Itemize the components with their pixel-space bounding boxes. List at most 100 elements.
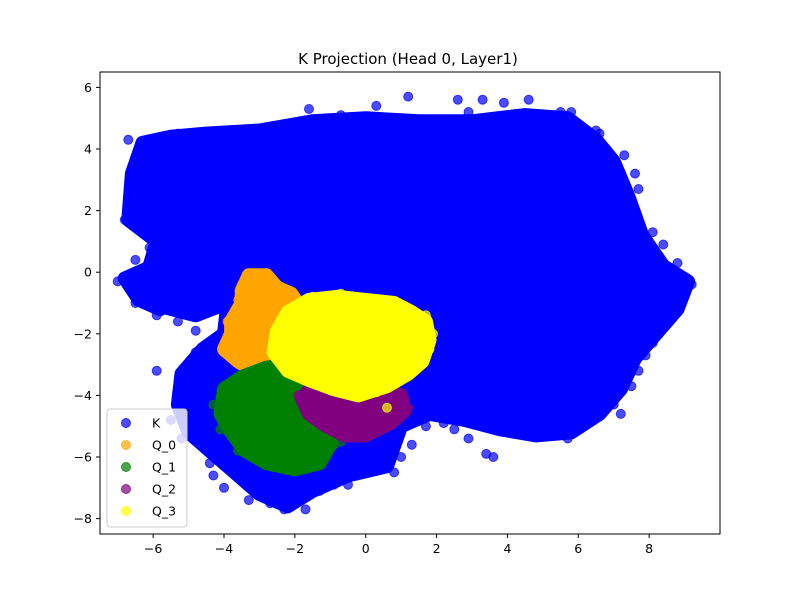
y-tick-label: −4 — [74, 388, 92, 403]
series-region — [266, 289, 437, 403]
data-point — [151, 310, 162, 321]
x-tick-label: 0 — [362, 541, 370, 556]
data-point — [293, 390, 304, 401]
data-point — [300, 504, 311, 515]
y-tick-label: 2 — [84, 203, 92, 218]
data-point — [420, 310, 431, 321]
data-point — [463, 433, 474, 444]
data-point — [647, 338, 658, 348]
data-point — [633, 184, 644, 194]
data-point — [233, 294, 244, 305]
data-point — [130, 298, 141, 308]
data-point — [630, 168, 640, 179]
data-point — [463, 107, 474, 117]
legend-marker — [121, 506, 131, 516]
data-point — [555, 107, 566, 117]
data-point — [686, 279, 697, 290]
data-point — [523, 430, 534, 441]
x-tick-label: 6 — [574, 541, 582, 556]
data-point — [261, 122, 272, 133]
data-point — [219, 482, 229, 493]
data-point — [488, 452, 499, 462]
data-point — [615, 408, 626, 419]
y-tick-label: −6 — [74, 450, 92, 465]
data-point — [219, 347, 229, 358]
data-point — [389, 467, 400, 478]
data-point — [640, 350, 651, 361]
data-point — [594, 128, 605, 139]
data-point — [243, 495, 254, 506]
data-point — [665, 288, 676, 299]
data-point — [658, 239, 669, 250]
legend-marker — [121, 484, 131, 494]
series-q-3 — [266, 288, 438, 413]
y-tick-label: 4 — [84, 142, 92, 157]
x-tick-label: −6 — [144, 541, 162, 556]
data-point — [626, 381, 637, 392]
data-point — [477, 94, 488, 105]
data-point — [307, 461, 318, 472]
data-point — [654, 316, 665, 327]
data-point — [307, 291, 318, 302]
data-point — [258, 273, 268, 284]
data-point — [452, 94, 463, 105]
legend-marker — [121, 418, 131, 428]
data-point — [190, 325, 201, 336]
legend: K Q_0 Q_1 Q_2 Q_3 — [106, 408, 188, 528]
data-point — [144, 242, 155, 253]
legend-label: Q_0 — [152, 438, 176, 453]
data-point — [428, 328, 438, 339]
data-point — [265, 498, 276, 509]
data-point — [498, 97, 509, 108]
data-point — [172, 128, 183, 139]
data-point — [371, 100, 382, 111]
data-point — [651, 264, 662, 275]
legend-marker — [121, 462, 131, 472]
data-point — [424, 344, 435, 355]
y-tick-label: 6 — [84, 80, 92, 95]
data-point — [130, 254, 141, 265]
data-point — [523, 94, 534, 105]
data-point — [403, 402, 414, 413]
data-point — [215, 128, 226, 139]
legend-label: Q_3 — [152, 504, 176, 519]
data-point — [449, 424, 460, 435]
x-tick-label: −4 — [215, 541, 233, 556]
y-tick-label: −8 — [74, 511, 92, 526]
x-tick-label: 4 — [503, 541, 511, 556]
data-point — [438, 418, 449, 429]
legend-label: Q_1 — [152, 460, 176, 475]
data-point — [233, 445, 244, 456]
data-point — [343, 479, 353, 490]
x-tick-label: 2 — [433, 541, 441, 556]
legend-label: Q_2 — [152, 482, 176, 497]
data-point — [406, 439, 417, 450]
legend-label: K — [152, 416, 161, 431]
data-point — [619, 150, 630, 161]
data-point — [608, 399, 619, 410]
data-point — [112, 276, 123, 287]
data-point — [420, 421, 431, 432]
data-point — [314, 485, 325, 496]
data-point — [548, 430, 559, 441]
data-point — [204, 458, 215, 469]
y-tick-label: −2 — [74, 326, 92, 341]
data-point — [335, 110, 346, 121]
data-point — [672, 258, 683, 268]
legend-marker — [121, 440, 131, 450]
data-point — [268, 335, 279, 345]
data-point — [396, 452, 407, 462]
data-point — [282, 285, 293, 296]
data-point — [304, 104, 314, 114]
data-point — [633, 365, 644, 376]
data-point — [403, 91, 414, 102]
plot-frame — [99, 71, 721, 535]
data-point — [215, 424, 226, 435]
x-tick-label: 8 — [645, 541, 653, 556]
data-point — [123, 134, 134, 145]
data-point — [562, 433, 573, 444]
data-point — [566, 107, 577, 117]
data-point — [190, 347, 201, 358]
data-point — [328, 479, 339, 490]
